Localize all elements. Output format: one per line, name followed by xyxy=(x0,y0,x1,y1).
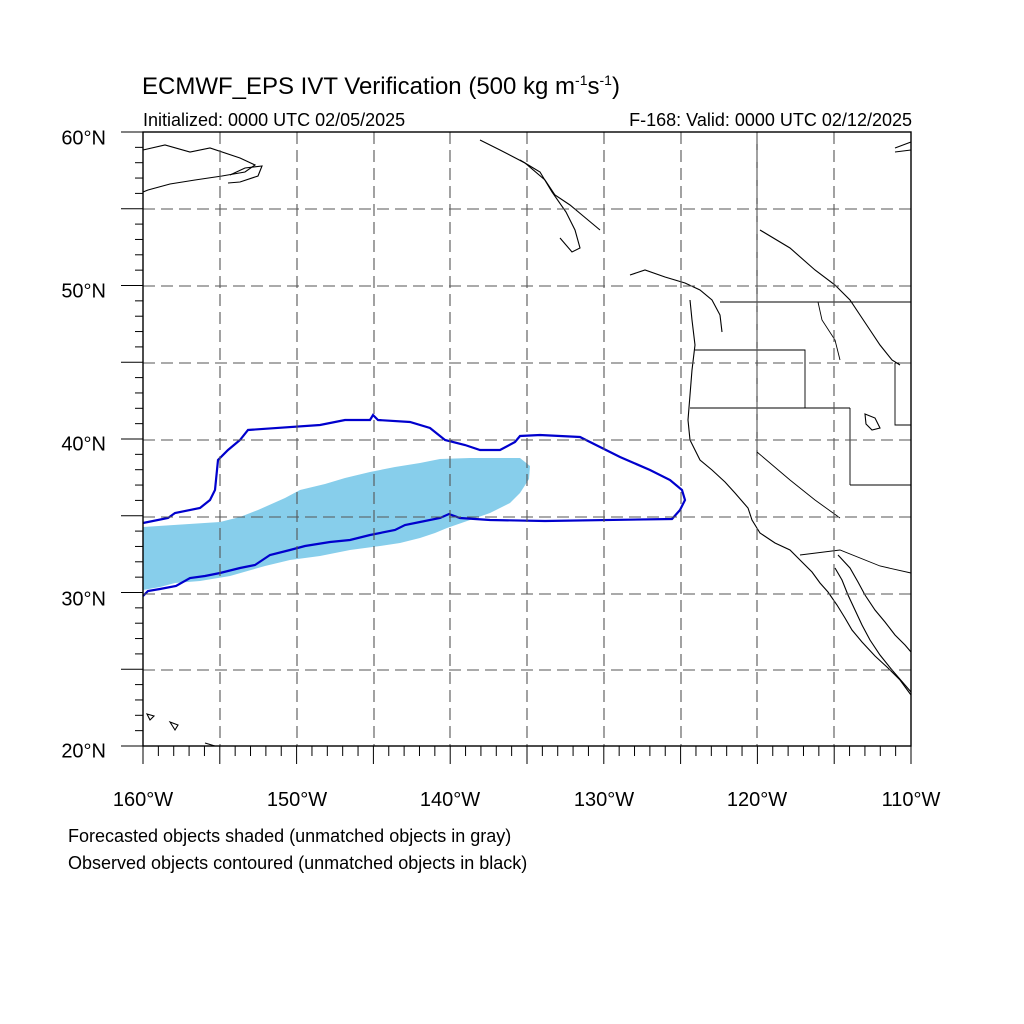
lon-label-160w: 160°W xyxy=(113,789,173,811)
footer-observed-note: Observed objects contoured (unmatched ob… xyxy=(68,853,528,873)
lat-label-50n: 50°N xyxy=(61,280,106,302)
grid-lines xyxy=(143,132,911,746)
lat-label-40n: 40°N xyxy=(61,433,106,455)
lat-label-30n: 30°N xyxy=(61,588,106,610)
forecast-object xyxy=(143,458,530,590)
lat-label-60n: 60°N xyxy=(61,127,106,149)
lon-label-150w: 150°W xyxy=(267,789,327,811)
initialized-time: Initialized: 0000 UTC 02/05/2025 xyxy=(143,110,406,130)
map-title: ECMWF_EPS IVT Verification (500 kg m-1s-… xyxy=(142,72,620,100)
political-boundaries xyxy=(690,132,912,574)
lon-label-110w: 110°W xyxy=(882,789,941,811)
axis-ticks xyxy=(121,131,912,764)
observed-object-contour xyxy=(142,413,687,597)
lon-label-140w: 140°W xyxy=(420,789,480,811)
valid-time: F-168: Valid: 0000 UTC 02/12/2025 xyxy=(629,110,912,130)
lon-label-130w: 130°W xyxy=(574,789,634,811)
footer-forecast-note: Forecasted objects shaded (unmatched obj… xyxy=(68,826,512,846)
lon-label-120w: 120°W xyxy=(727,789,787,811)
lat-label-20n: 20°N xyxy=(61,740,106,762)
